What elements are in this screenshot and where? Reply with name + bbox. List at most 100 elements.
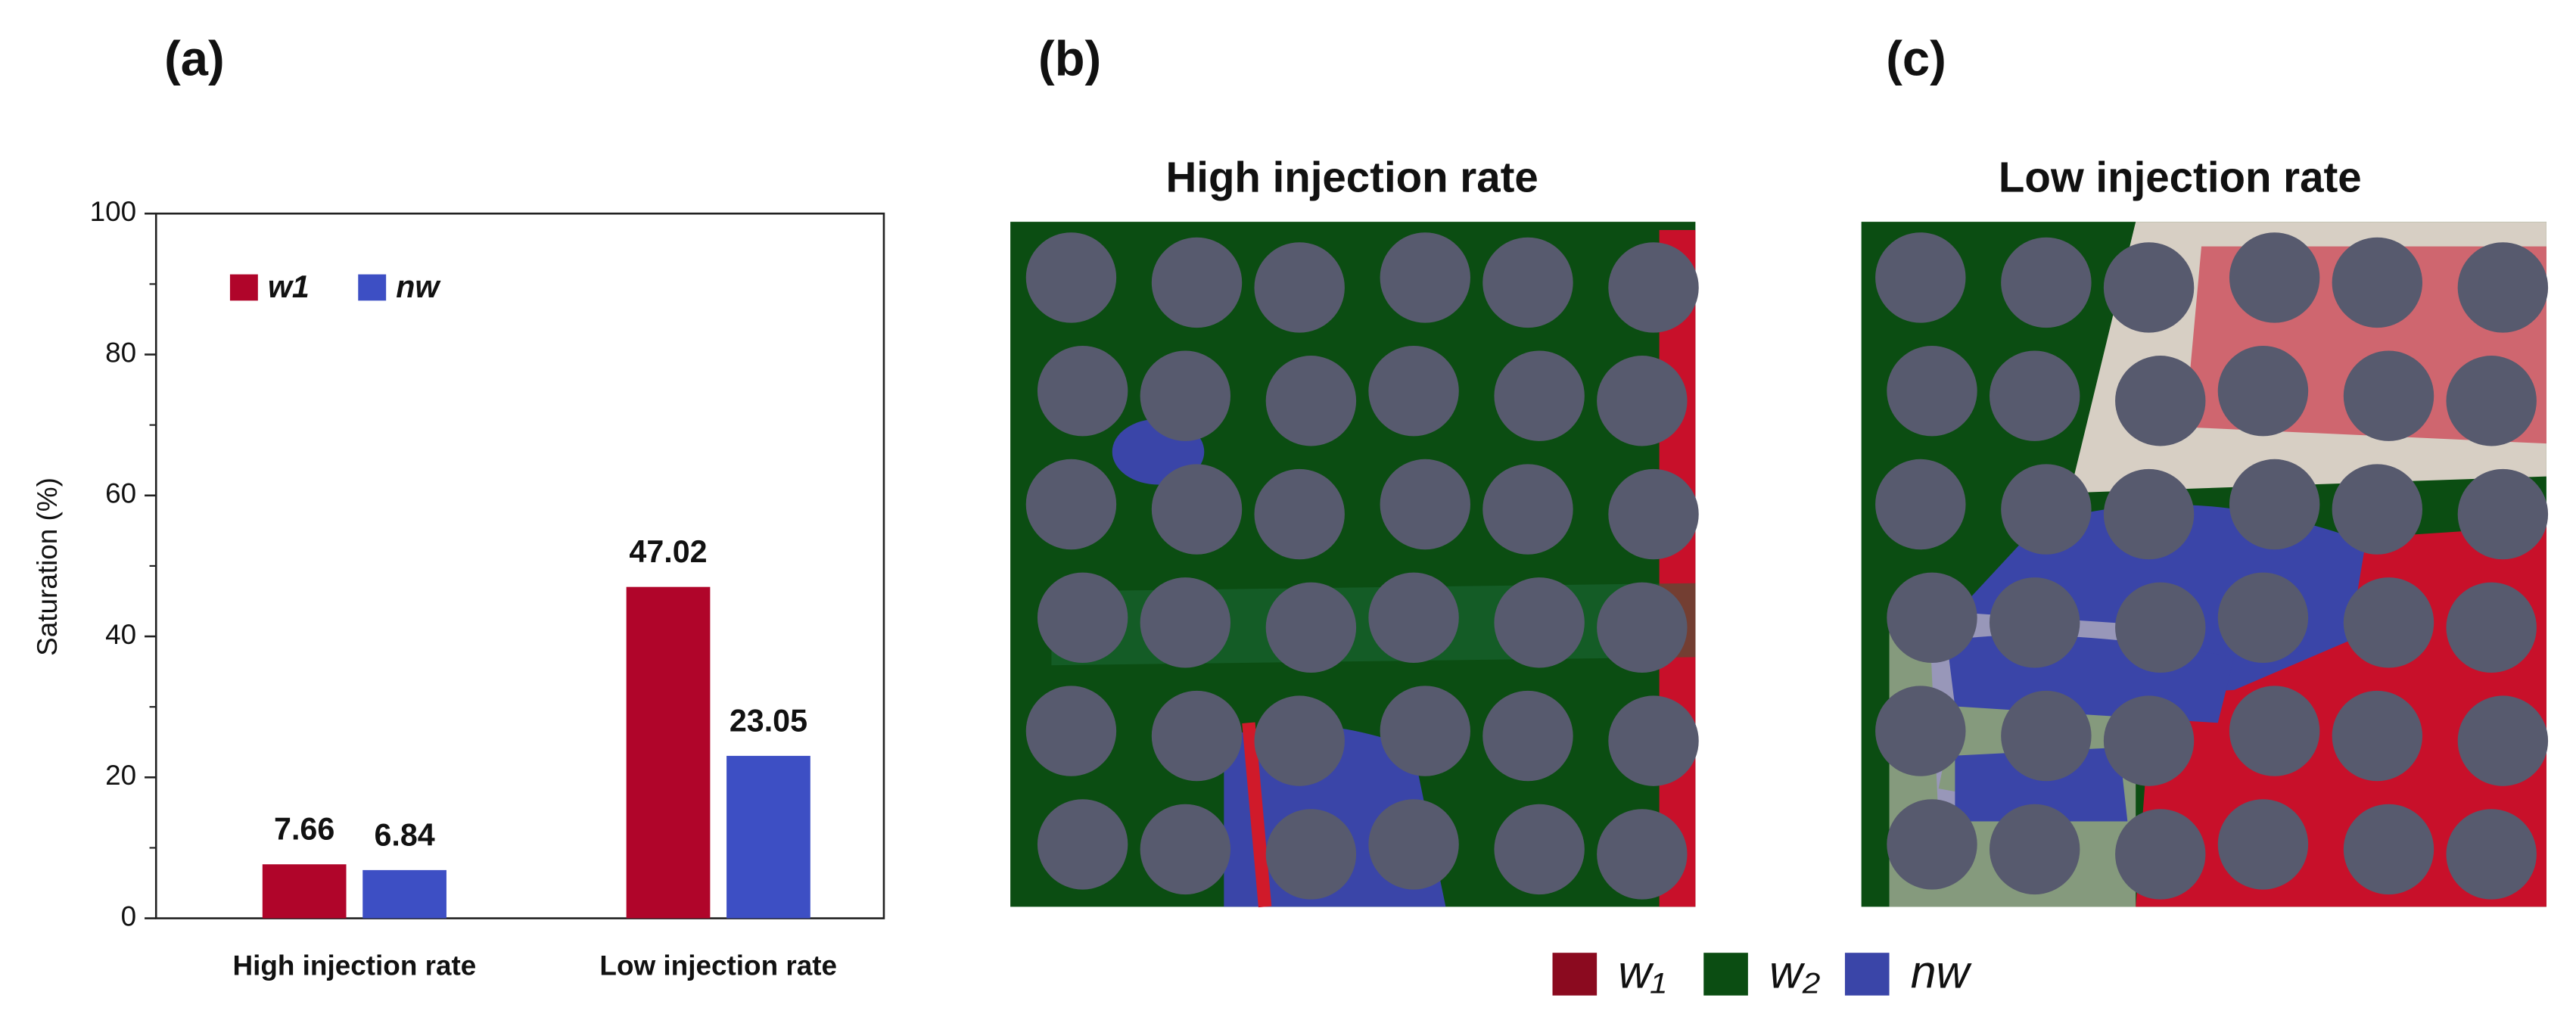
grain [1368,572,1459,664]
grain [1380,459,1470,550]
grain [1875,459,1966,550]
grain [2115,582,2206,673]
grain [2229,232,2320,323]
grain [1151,464,1243,555]
grain [1608,695,1699,786]
y-axis-label: Saturation (%) [32,477,63,656]
x-tick-label: High injection rate [232,950,476,981]
legend-label: w₂ [1769,947,1820,998]
panel-label: (a) [164,31,225,86]
legend-swatch [1552,953,1598,996]
grain [1037,799,1128,890]
bar [626,586,711,919]
grain [1380,232,1470,323]
grain [2217,346,2309,437]
legend-swatch [229,274,258,301]
grain [2103,468,2195,560]
data-label: 6.84 [374,817,434,852]
grain [1608,242,1699,333]
grain [1608,468,1699,560]
grain [1887,572,1977,664]
grain [1380,686,1470,776]
grain [2343,350,2434,441]
grain [2103,242,2195,333]
grain [1265,582,1357,673]
y-tick-label: 20 [105,760,136,791]
grain [1482,237,1573,328]
grain [1151,237,1243,328]
grain [1025,232,1117,323]
grain [1140,804,1231,895]
grain [1989,350,2080,441]
grain [1887,346,1977,437]
legend-swatch [358,274,387,301]
y-tick-label: 80 [105,337,136,368]
grain [1875,232,1966,323]
grain [1482,690,1573,782]
y-tick-label: 100 [90,196,137,227]
grain [2115,356,2206,446]
grain [1025,686,1117,776]
grain [2457,468,2549,560]
grain [2457,242,2549,333]
grain [2446,356,2537,446]
bar [362,869,446,919]
bar [726,755,810,919]
legend-swatch [1703,953,1748,996]
data-label: 47.02 [629,534,707,569]
grain [1151,690,1243,782]
grain [1989,804,2080,895]
grain [1597,582,1688,673]
grain [2001,464,2092,555]
grain [2001,237,2092,328]
simulation-image [1010,222,1696,908]
panel-label: (c) [1886,31,1946,86]
grain [2217,572,2309,664]
grain [1037,572,1128,664]
legend-label: nw [396,269,441,304]
grain [2103,695,2195,786]
grain [1254,695,1345,786]
grain [2115,809,2206,900]
grain [1597,356,1688,446]
bar [262,864,347,919]
grain [2332,690,2423,782]
panel-title: High injection rate [1166,154,1538,201]
grain [1887,799,1977,890]
grain [2229,686,2320,776]
legend-swatch [1844,953,1890,996]
grain [1368,346,1459,437]
grain [1494,350,1585,441]
y-tick-label: 0 [121,900,137,931]
grain [1494,577,1585,668]
panel-title: Low injection rate [1999,154,2362,201]
grain [1265,809,1357,900]
simulation-image [1861,222,2546,907]
grain [1140,350,1231,441]
x-tick-label: Low injection rate [599,950,837,981]
legend-label: w₁ [1618,947,1666,998]
grain [2217,799,2309,890]
grain [2457,695,2549,786]
grain [2446,582,2537,673]
grain [1482,464,1573,555]
panel-label: (b) [1038,31,1101,86]
grain [1597,809,1688,900]
grain [2343,804,2434,895]
grain [1254,242,1345,333]
legend-label: nw [1911,947,1973,998]
grain [2001,690,2092,782]
legend-label: w1 [268,269,310,304]
data-label: 23.05 [730,703,807,738]
grain [2343,577,2434,668]
grain [2332,464,2423,555]
grain [1037,346,1128,437]
grain [2229,459,2320,550]
grain [1875,686,1966,776]
grain [2332,237,2423,328]
grain [1025,459,1117,550]
data-label: 7.66 [274,812,334,847]
grain [1140,577,1231,668]
grain [1494,804,1585,895]
